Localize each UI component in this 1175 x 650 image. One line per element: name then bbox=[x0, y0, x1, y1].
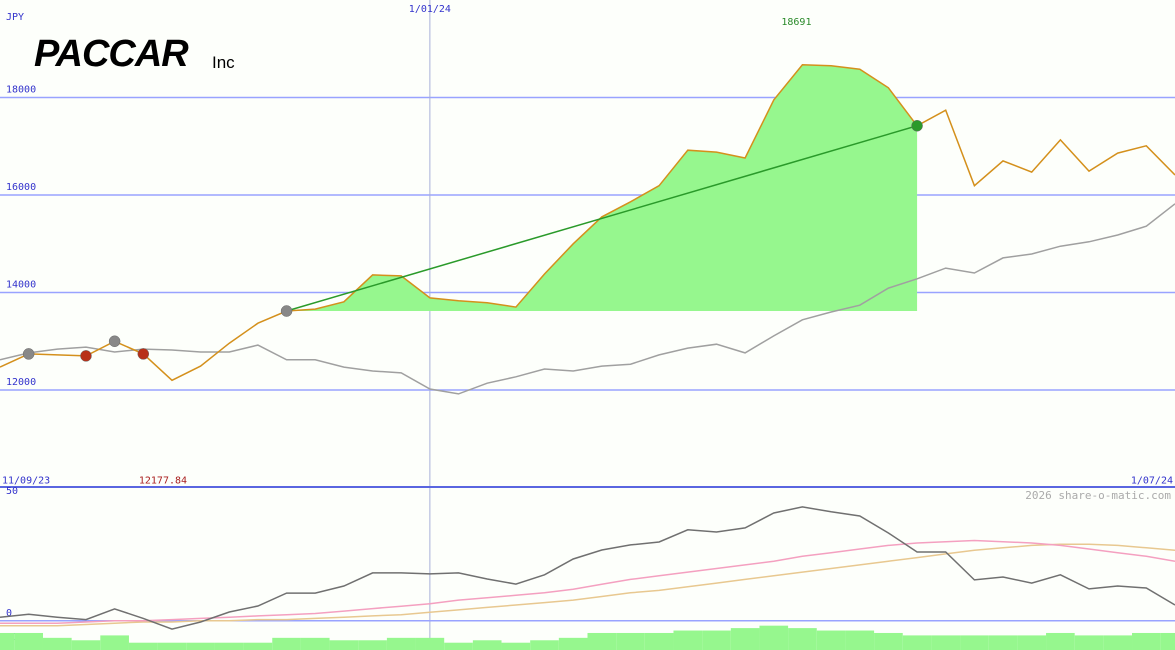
bar bbox=[329, 640, 359, 650]
series-line bbox=[0, 64, 1175, 382]
bar bbox=[644, 632, 674, 650]
bar bbox=[14, 632, 43, 650]
y-tick-label: 14000 bbox=[6, 280, 36, 291]
bar bbox=[358, 640, 387, 650]
bar bbox=[1103, 635, 1133, 650]
signal-marker bbox=[911, 120, 923, 132]
bar bbox=[1046, 632, 1075, 650]
highlight-area bbox=[286, 64, 918, 312]
bar bbox=[0, 632, 15, 650]
bar bbox=[1132, 632, 1161, 650]
bar bbox=[272, 637, 301, 650]
bar bbox=[788, 628, 817, 650]
y-tick-label: 12000 bbox=[6, 377, 36, 388]
bar bbox=[845, 630, 875, 650]
bar bbox=[501, 642, 531, 650]
bar bbox=[902, 635, 932, 650]
company-suffix: Inc bbox=[212, 53, 235, 72]
bar bbox=[186, 642, 215, 650]
bar bbox=[988, 635, 1018, 650]
bar bbox=[816, 630, 846, 650]
bar bbox=[71, 640, 101, 650]
x-tick-label: 11/09/23 bbox=[2, 476, 50, 487]
bar bbox=[243, 642, 273, 650]
bar bbox=[1074, 635, 1104, 650]
signal-marker bbox=[280, 305, 293, 317]
currency-label: JPY bbox=[6, 12, 24, 23]
series-line bbox=[0, 506, 1175, 630]
bar bbox=[730, 628, 760, 650]
series-line bbox=[0, 539, 1175, 624]
series-line bbox=[0, 543, 1175, 627]
y-tick-label: 0 bbox=[6, 608, 12, 619]
y-tick-label: 50 bbox=[6, 486, 18, 497]
bar bbox=[472, 640, 502, 650]
bar bbox=[759, 625, 789, 650]
trend-line bbox=[286, 125, 918, 312]
bar bbox=[558, 637, 588, 650]
bar bbox=[386, 637, 416, 650]
bar bbox=[702, 630, 731, 650]
low-label: 12177.84 bbox=[139, 476, 187, 487]
signal-marker bbox=[22, 348, 35, 360]
bar bbox=[415, 637, 445, 650]
bar bbox=[616, 632, 645, 650]
bar bbox=[157, 642, 187, 650]
bar bbox=[300, 637, 330, 650]
bar bbox=[530, 640, 559, 650]
bar bbox=[444, 642, 473, 650]
signal-marker bbox=[137, 348, 150, 360]
bar bbox=[960, 635, 989, 650]
signal-marker bbox=[80, 350, 92, 362]
bar bbox=[1160, 632, 1175, 650]
bar bbox=[931, 635, 961, 650]
high-label: 18691 bbox=[781, 17, 811, 28]
bar bbox=[587, 632, 617, 650]
bar bbox=[42, 637, 72, 650]
bar bbox=[1017, 635, 1047, 650]
signal-marker bbox=[108, 335, 121, 347]
bar bbox=[128, 642, 158, 650]
x-tick-label: 1/01/24 bbox=[409, 4, 451, 15]
company-logo: PACCAR bbox=[34, 33, 189, 75]
y-tick-label: 18000 bbox=[6, 85, 36, 96]
bar bbox=[874, 632, 903, 650]
bar bbox=[100, 635, 129, 650]
bar bbox=[673, 630, 703, 650]
y-tick-label: 16000 bbox=[6, 182, 36, 193]
watermark: 2026 share-o-matic.com bbox=[1025, 489, 1171, 502]
x-tick-label: 1/07/24 bbox=[1131, 476, 1173, 487]
bar bbox=[214, 642, 244, 650]
series-line bbox=[0, 203, 1175, 395]
